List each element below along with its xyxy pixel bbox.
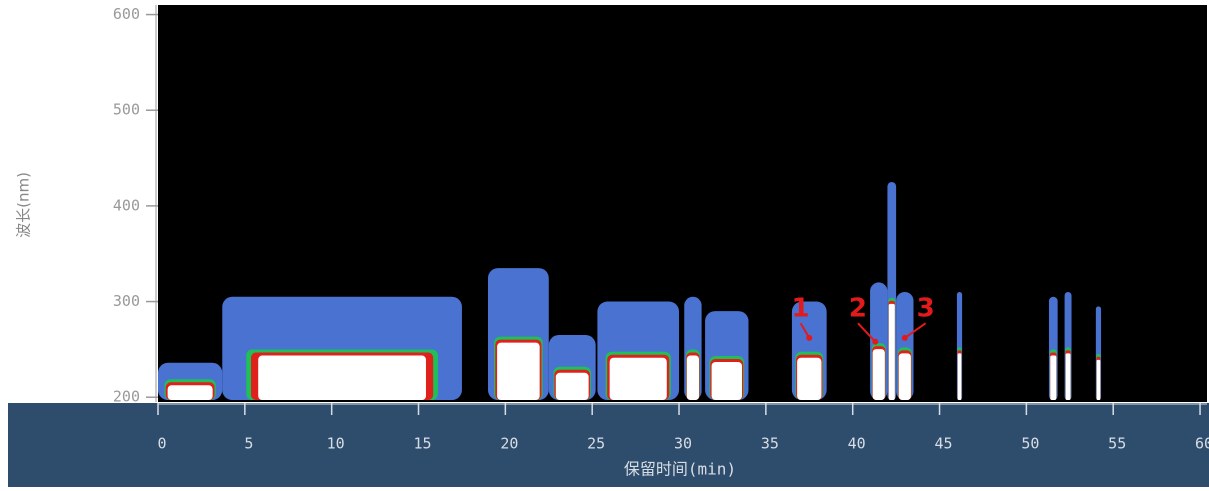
y-axis-label: 波长(nm) <box>15 172 33 238</box>
peak-core <box>555 372 589 400</box>
annotation-arrow <box>904 322 927 339</box>
peak-core <box>1065 353 1071 400</box>
x-tick-label: 40 <box>848 435 866 453</box>
y-tick-label: 600 <box>113 5 140 23</box>
peak-core <box>872 349 885 400</box>
x-tick-label: 60 <box>1195 435 1209 453</box>
peak-core <box>497 342 540 400</box>
x-tick-label: 10 <box>327 435 345 453</box>
x-tick-label: 0 <box>157 435 166 453</box>
x-tick-label: 50 <box>1021 435 1039 453</box>
peak-core <box>957 353 962 400</box>
y-tick-label: 300 <box>113 292 140 310</box>
annotation-head <box>806 334 813 341</box>
x-axis-label: 保留时间(min) <box>624 460 736 479</box>
annotation: 2 <box>849 294 867 324</box>
y-tick-label: 400 <box>113 196 140 214</box>
annotation: 1 <box>792 294 810 324</box>
y-tick-label: 200 <box>113 388 140 406</box>
peak-core <box>1050 355 1057 400</box>
peak-core <box>797 357 822 400</box>
peak-core <box>609 357 667 400</box>
annotation: 3 <box>917 294 935 324</box>
peak-core <box>167 385 213 400</box>
x-tick-label: 45 <box>935 435 953 453</box>
x-tick-label: 35 <box>761 435 779 453</box>
annotation-head <box>901 334 908 341</box>
x-tick-label: 25 <box>587 435 605 453</box>
peak-core <box>711 362 742 400</box>
x-tick-label: 20 <box>500 435 518 453</box>
annotation-arrow <box>857 322 877 343</box>
y-tick-label: 500 <box>113 101 140 119</box>
peak-core <box>898 353 911 400</box>
peak-core <box>686 355 699 400</box>
peak-core <box>888 303 895 400</box>
x-tick-label: 30 <box>674 435 692 453</box>
x-tick-label: 55 <box>1108 435 1126 453</box>
x-tick-label: 5 <box>244 435 253 453</box>
peak-core <box>1096 359 1101 400</box>
x-tick-label: 15 <box>413 435 431 453</box>
peak-core <box>258 355 426 400</box>
x-axis-band <box>8 403 1209 487</box>
annotation-head <box>872 338 879 345</box>
